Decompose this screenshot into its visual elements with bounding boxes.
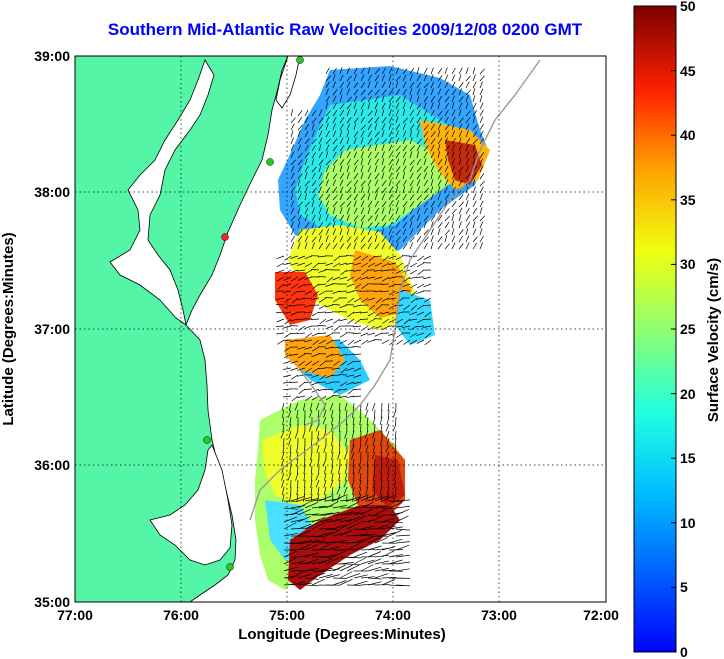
colorbar-label: Surface Velocity (cm/s) bbox=[705, 258, 722, 422]
land-mass bbox=[75, 56, 289, 602]
x-axis-label: Longitude (Degrees:Minutes) bbox=[238, 626, 446, 643]
colorbar-ticks bbox=[671, 5, 676, 588]
station-marker bbox=[266, 158, 274, 166]
y-tick-label: 35:00 bbox=[34, 594, 70, 610]
colorbar bbox=[633, 5, 677, 653]
plot-frame bbox=[74, 55, 607, 603]
colorbar-tick-label: 20 bbox=[680, 386, 696, 402]
colorbar-tick-label: 15 bbox=[680, 450, 696, 466]
x-axis: 77:00 76:00 75:00 74:00 73:00 72:00 bbox=[57, 607, 619, 623]
colorbar-tick-label: 25 bbox=[680, 321, 696, 337]
bathymetry-contour bbox=[249, 59, 541, 521]
y-tick-label: 36:00 bbox=[34, 457, 70, 473]
colorbar-tick-label: 0 bbox=[680, 644, 688, 659]
colorbar-tick-label: 40 bbox=[680, 127, 696, 143]
y-axis: 39:00 38:00 37:00 36:00 35:00 bbox=[34, 48, 70, 610]
station-marker bbox=[226, 563, 234, 571]
chesapeake-bay bbox=[109, 59, 215, 326]
colorbar-tick-label: 45 bbox=[680, 63, 696, 79]
colorbar-tick-label: 10 bbox=[680, 515, 696, 531]
colorbar-tick-label: 35 bbox=[680, 192, 696, 208]
station-marker bbox=[296, 56, 304, 64]
y-tick-label: 38:00 bbox=[34, 184, 70, 200]
x-tick-label: 77:00 bbox=[57, 607, 93, 623]
colorbar-tick-label: 5 bbox=[680, 579, 688, 595]
colorbar-tick-label: 50 bbox=[680, 0, 696, 14]
y-tick-label: 37:00 bbox=[34, 321, 70, 337]
y-axis-label: Latitude (Degrees:Minutes) bbox=[0, 232, 17, 425]
colorbar-tick-label: 30 bbox=[680, 256, 696, 272]
x-tick-label: 72:00 bbox=[583, 607, 619, 623]
colorbar-labels: 50 45 40 35 30 25 20 15 10 5 0 bbox=[680, 0, 696, 659]
pamlico-sound bbox=[149, 444, 233, 566]
x-tick-label: 75:00 bbox=[269, 607, 305, 623]
map-title: Southern Mid-Atlantic Raw Velocities 200… bbox=[107, 20, 583, 39]
station-marker bbox=[221, 233, 229, 241]
x-tick-label: 74:00 bbox=[375, 607, 411, 623]
station-marker bbox=[203, 436, 211, 444]
y-tick-label: 39:00 bbox=[34, 48, 70, 64]
shelf-contour bbox=[299, 369, 326, 426]
x-tick-label: 73:00 bbox=[481, 607, 517, 623]
velocity-vectors bbox=[275, 67, 485, 587]
x-tick-label: 76:00 bbox=[163, 607, 199, 623]
grid-lines bbox=[75, 56, 606, 602]
